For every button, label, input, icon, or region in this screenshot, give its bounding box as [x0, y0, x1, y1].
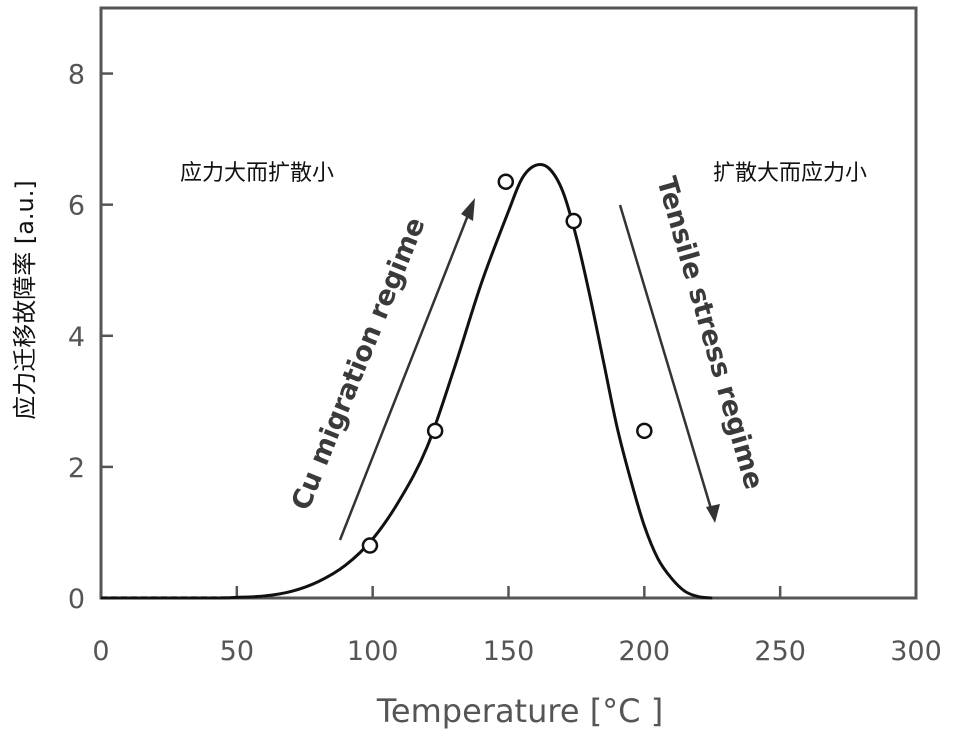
plot-frame — [99, 6, 918, 600]
right-annotation-cn: 扩散大而应力小 — [713, 161, 867, 186]
right-regime-arrowhead — [706, 504, 720, 523]
data-point-marker — [565, 212, 582, 230]
left-annotation-cn: 应力大而扩散小 — [180, 161, 334, 186]
y-axis-label: 应力迁移故障率 [a.u.] — [11, 180, 39, 420]
x-tick-label: 150 — [483, 636, 535, 667]
series-markers — [361, 173, 653, 554]
left-regime-arrow — [338, 209, 472, 541]
y-tick-label: 2 — [68, 453, 85, 484]
y-tick-label: 4 — [68, 322, 85, 353]
x-tick-label: 250 — [754, 636, 806, 667]
y-axis-ticks: 0 2 4 6 8 — [68, 60, 113, 615]
data-point-marker — [636, 422, 653, 440]
y-tick-label: 6 — [68, 191, 85, 222]
data-point-marker — [497, 173, 515, 190]
right-regime-arrow — [618, 204, 714, 513]
x-tick-label: 0 — [92, 636, 109, 667]
left-regime-arrowhead — [461, 198, 475, 221]
x-tick-label: 300 — [890, 636, 942, 667]
y-tick-label: 0 — [68, 584, 85, 615]
data-point-marker — [361, 537, 379, 554]
series-curve — [100, 162, 713, 600]
x-tick-label: 100 — [347, 636, 399, 667]
y-tick-label: 8 — [68, 60, 85, 91]
x-tick-label: 200 — [619, 636, 671, 667]
right-regime-label: Tensile stress regime — [650, 173, 769, 492]
data-point-marker — [426, 422, 444, 440]
x-axis-label: Temperature [°C ] — [376, 692, 663, 730]
x-tick-label: 50 — [220, 636, 254, 667]
x-axis-ticks: 0 50 100 150 200 250 300 — [92, 586, 942, 667]
